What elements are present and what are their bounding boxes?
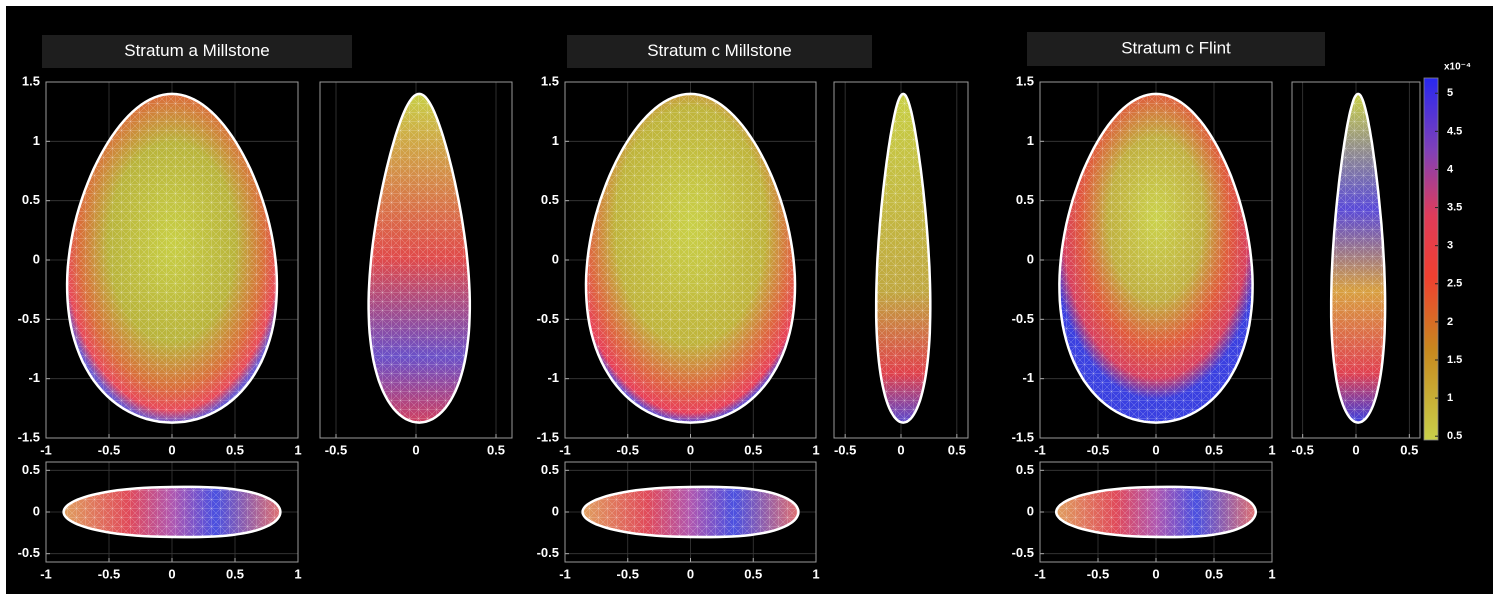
x-tick-label: 0 (412, 442, 419, 457)
y-tick-label: 0.5 (541, 462, 559, 477)
y-tick-label: 0 (1027, 251, 1034, 266)
y-tick-label: 0.5 (541, 192, 559, 207)
x-tick-label: 0.5 (744, 566, 762, 581)
colorbar-tick-label: 2.5 (1447, 278, 1462, 290)
x-tick-label: 0 (897, 442, 904, 457)
colorbar-exponent: x10⁻⁴ (1444, 62, 1471, 73)
x-tick-label: -1 (40, 442, 52, 457)
y-tick-label: 1 (33, 133, 40, 148)
x-tick-label: -1 (559, 566, 571, 581)
x-tick-label: 0 (687, 442, 694, 457)
x-tick-label: 0.5 (744, 442, 762, 457)
y-tick-label: 1.5 (1016, 73, 1034, 88)
y-tick-label: 1 (1027, 133, 1034, 148)
x-tick-label: 0 (687, 566, 694, 581)
x-tick-label: 1 (812, 566, 819, 581)
x-tick-label: -1 (1034, 566, 1046, 581)
panel-title: Stratum c Millstone (647, 41, 792, 60)
y-tick-label: -0.5 (537, 545, 559, 560)
x-tick-label: -0.5 (1291, 442, 1313, 457)
x-tick-label: -1 (559, 442, 571, 457)
y-tick-label: -1 (547, 370, 559, 385)
x-tick-label: -0.5 (98, 442, 120, 457)
x-tick-label: 0 (1152, 566, 1159, 581)
figure: Stratum a Millstone-1-0.500.51-1.5-1-0.5… (0, 0, 1499, 600)
x-tick-label: -0.5 (617, 442, 639, 457)
x-tick-label: 0 (168, 566, 175, 581)
colorbar-tick-label: 2 (1447, 316, 1453, 328)
colorbar-tick-label: 1.5 (1447, 354, 1462, 366)
x-tick-label: -1 (1034, 442, 1046, 457)
y-tick-label: -1 (28, 370, 40, 385)
colorbar-tick-label: 0.5 (1447, 430, 1462, 442)
y-tick-label: -1 (1022, 370, 1034, 385)
x-tick-label: 0.5 (226, 442, 244, 457)
y-tick-label: 0 (33, 503, 40, 518)
colorbar-tick-label: 5 (1447, 87, 1453, 99)
colorbar (1424, 78, 1438, 440)
panel-title: Stratum a Millstone (124, 41, 270, 60)
page: { "panels": [ { "title": "Stratum a Mill… (0, 0, 1499, 600)
y-tick-label: 0 (1027, 503, 1034, 518)
y-tick-label: -0.5 (18, 311, 40, 326)
x-tick-label: 0.5 (948, 442, 966, 457)
x-tick-label: 0.5 (1205, 566, 1223, 581)
y-tick-label: -1.5 (18, 429, 40, 444)
x-tick-label: 1 (812, 442, 819, 457)
x-tick-label: -0.5 (1087, 442, 1109, 457)
x-tick-label: 0.5 (1400, 442, 1418, 457)
x-tick-label: 0 (1352, 442, 1359, 457)
colorbar-tick-label: 3.5 (1447, 201, 1462, 213)
colorbar-tick-label: 4 (1447, 163, 1454, 175)
y-tick-label: 0.5 (22, 192, 40, 207)
y-tick-label: 0 (33, 251, 40, 266)
x-tick-label: 0.5 (1205, 442, 1223, 457)
y-tick-label: 0.5 (22, 462, 40, 477)
y-tick-label: -0.5 (1012, 545, 1034, 560)
x-tick-label: 0.5 (487, 442, 505, 457)
y-tick-label: 0 (552, 503, 559, 518)
x-tick-label: 1 (294, 442, 301, 457)
y-tick-label: -1.5 (537, 429, 559, 444)
x-tick-label: -0.5 (617, 566, 639, 581)
x-tick-label: -0.5 (1087, 566, 1109, 581)
x-tick-label: -1 (40, 566, 52, 581)
colorbar-tick-label: 1 (1447, 392, 1453, 404)
y-tick-label: 1.5 (22, 73, 40, 88)
y-tick-label: 1 (552, 133, 559, 148)
y-tick-label: -1.5 (1012, 429, 1034, 444)
colorbar-tick-label: 4.5 (1447, 125, 1462, 137)
x-tick-label: -0.5 (834, 442, 856, 457)
x-tick-label: 0 (1152, 442, 1159, 457)
x-tick-label: -0.5 (325, 442, 347, 457)
x-tick-label: 1 (294, 566, 301, 581)
x-tick-label: 0 (168, 442, 175, 457)
y-tick-label: 0.5 (1016, 462, 1034, 477)
y-tick-label: -0.5 (537, 311, 559, 326)
x-tick-label: 0.5 (226, 566, 244, 581)
y-tick-label: -0.5 (18, 545, 40, 560)
y-tick-label: -0.5 (1012, 311, 1034, 326)
y-tick-label: 0 (552, 251, 559, 266)
y-tick-label: 0.5 (1016, 192, 1034, 207)
x-tick-label: -0.5 (98, 566, 120, 581)
panel-title: Stratum c Flint (1121, 38, 1231, 57)
x-tick-label: 1 (1268, 442, 1275, 457)
colorbar-tick-label: 3 (1447, 240, 1453, 252)
y-tick-label: 1.5 (541, 73, 559, 88)
x-tick-label: 1 (1268, 566, 1275, 581)
